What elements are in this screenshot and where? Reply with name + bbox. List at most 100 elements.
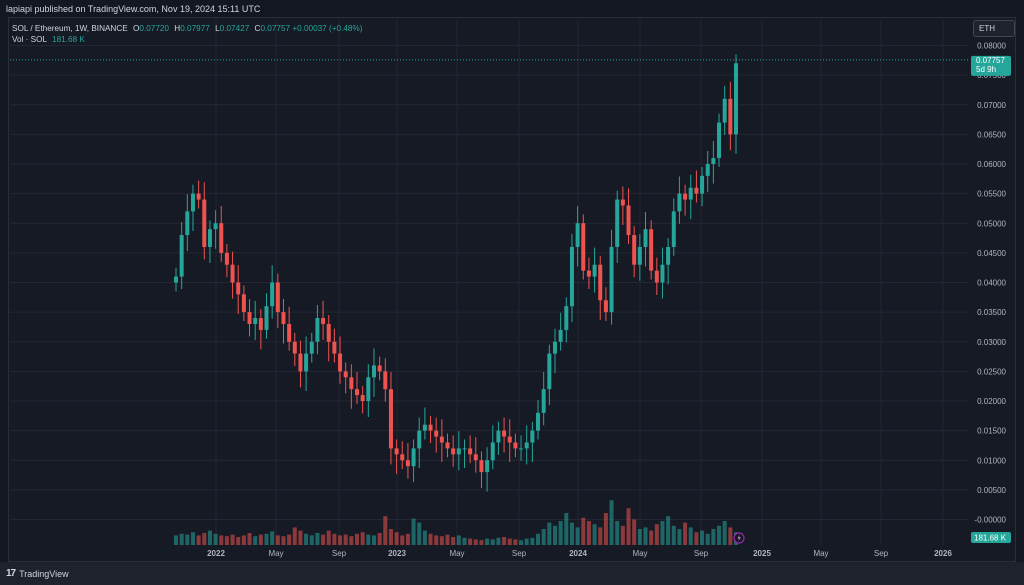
candle-body [174, 276, 178, 283]
volume-label[interactable]: Vol · SOL [12, 35, 47, 44]
candle-body [304, 353, 309, 372]
volume-bar [315, 533, 320, 545]
candle-body [683, 193, 688, 200]
volume-bar [547, 522, 552, 545]
volume-bar [445, 534, 450, 545]
volume-bar [292, 527, 297, 545]
candle-body [247, 312, 252, 324]
volume-bar [705, 533, 710, 545]
volume-bar [717, 525, 722, 545]
candle-body [485, 460, 490, 473]
x-tick-label: May [813, 549, 828, 558]
candle-body [462, 448, 467, 450]
volume-bar [524, 538, 529, 545]
y-tick-label: 0.01000 [977, 456, 1006, 465]
volume-bar [213, 533, 218, 545]
candle-body [666, 246, 671, 265]
volume-bar [332, 533, 337, 545]
volume-bar [654, 524, 659, 545]
candle-body [292, 341, 297, 354]
candle-body [536, 412, 541, 431]
x-tick-label: May [449, 549, 464, 558]
candle-body [298, 353, 303, 372]
candle-body [473, 454, 478, 461]
candle-body [428, 424, 433, 431]
volume-bar [677, 529, 682, 545]
candle-body [660, 264, 665, 283]
candle-body [400, 454, 405, 461]
volume-bar [632, 519, 637, 545]
volume-bar [519, 540, 524, 545]
candle-body [502, 430, 507, 437]
volume-bar [700, 530, 705, 545]
open-label: O [133, 24, 140, 33]
candle-body [422, 424, 427, 431]
candle-body [688, 187, 693, 200]
candle-body [417, 430, 422, 449]
volume-bar [309, 535, 314, 545]
candle-body [264, 306, 269, 330]
candle-body [343, 371, 348, 378]
volume-bar [456, 535, 461, 545]
volume-bar [451, 537, 456, 545]
volume-bar [207, 530, 212, 545]
volume-bar [304, 533, 309, 545]
candle-body [315, 318, 320, 342]
y-tick-label: 0.05000 [977, 219, 1006, 228]
candle-body [677, 193, 682, 212]
candle-body [694, 187, 699, 194]
volume-bar [536, 533, 541, 545]
candle-body [547, 353, 552, 390]
volume-bar [377, 533, 382, 545]
volume-bar [264, 533, 269, 545]
candle-body [321, 318, 326, 324]
y-tick-label: -0.00000 [974, 516, 1006, 525]
candle-body [507, 436, 512, 443]
price-badge [971, 55, 1011, 76]
candle-body [434, 430, 439, 437]
y-tick-label: 0.02500 [977, 367, 1006, 376]
volume-bar [360, 532, 365, 545]
volume-bar [411, 518, 416, 545]
tradingview-logo[interactable]: 17 TradingView [6, 568, 69, 579]
candle-body [190, 193, 195, 212]
candle-body [586, 270, 591, 277]
volume-bar [711, 529, 716, 545]
currency-button[interactable]: ETH [973, 20, 1015, 37]
x-tick-label: Sep [332, 549, 347, 558]
candle-body [383, 371, 388, 390]
x-tick-label: 2024 [569, 549, 587, 558]
volume-bar [281, 536, 286, 545]
candle-body [236, 282, 241, 295]
volume-bar [558, 521, 563, 545]
candle-body [671, 211, 676, 247]
candle-body [275, 282, 280, 313]
volume-bar [462, 537, 467, 545]
volume-bar [620, 525, 625, 545]
x-tick-label: 2022 [207, 549, 225, 558]
volume-bar [615, 521, 620, 545]
symbol-label[interactable]: SOL / Ethereum, 1W, BINANCE [12, 24, 128, 33]
candle-body [196, 193, 201, 200]
volume-bar [253, 536, 258, 545]
candle-body [202, 199, 207, 247]
volume-bar [247, 533, 252, 545]
candle-body [355, 389, 360, 396]
volume-bar [434, 535, 439, 545]
volume-bar [179, 533, 184, 545]
candle-body [592, 264, 597, 277]
y-tick-label: 0.06500 [977, 130, 1006, 139]
candle-body [439, 436, 444, 443]
candle-body [185, 211, 190, 236]
candle-body [722, 98, 727, 123]
volume-bar [575, 527, 580, 545]
tradingview-logo-text: TradingView [19, 568, 69, 579]
volume-bar [298, 530, 303, 545]
candle-body [394, 448, 399, 455]
high-value: 0.07977 [180, 24, 210, 33]
volume-bar [422, 530, 427, 545]
candle-body [654, 270, 659, 283]
volume-bar [722, 521, 727, 545]
y-tick-label: 0.03000 [977, 338, 1006, 347]
